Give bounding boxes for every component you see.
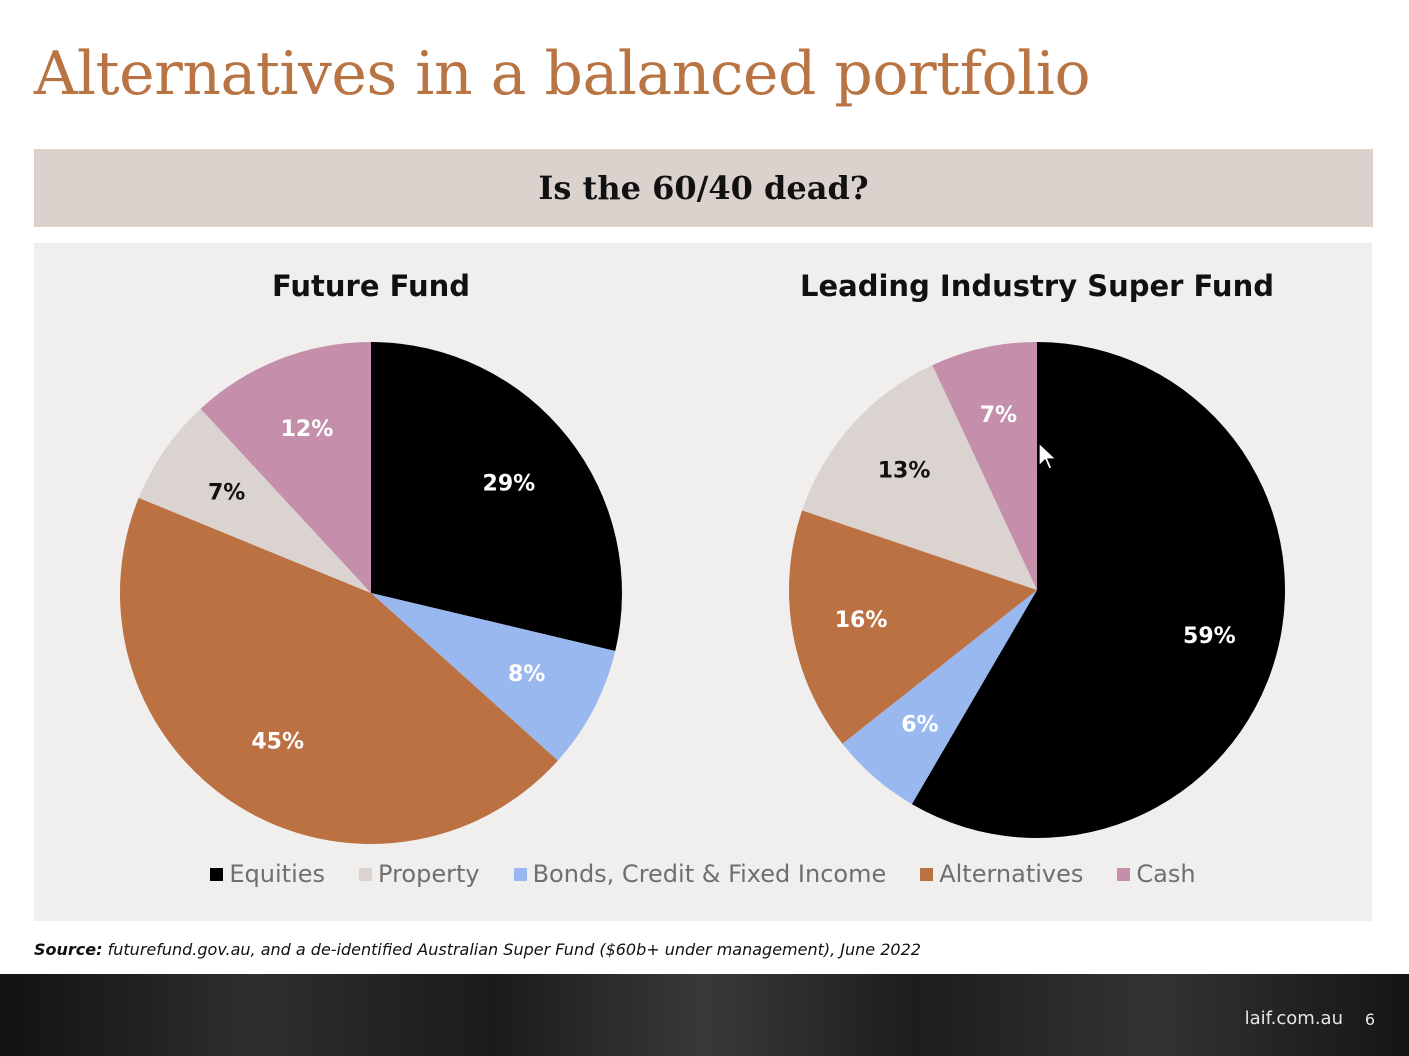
source-label: Source: (34, 940, 103, 959)
footer-site-link[interactable]: laif.com.au (1244, 1008, 1343, 1029)
legend-swatch-property (359, 867, 373, 881)
subtitle-banner: Is the 60/40 dead? (34, 149, 1373, 227)
legend-label: Cash (1136, 860, 1196, 888)
legend-swatch-bonds-credit-fixed-income (513, 867, 527, 881)
page-number: 6 (1364, 1010, 1375, 1029)
pie-slice-bonds-credit-fixed-income (371, 593, 616, 761)
pie-slice-property (802, 365, 1037, 590)
legend-swatch-cash (1117, 867, 1131, 881)
chart-legend: Equities Property Bonds, Credit & Fixed In… (34, 860, 1372, 888)
pie-chart-future-fund: 29% 8% 45% 7% 12% (120, 342, 622, 844)
pie-label-cash: 12% (281, 417, 334, 442)
pie-slice-equities (911, 342, 1285, 839)
pie-slice-cash (200, 342, 371, 593)
chart-title-future-fund: Future Fund (271, 269, 471, 303)
legend-item-property: Property (359, 860, 480, 888)
pie-slice-equities (371, 342, 622, 652)
legend-label: Equities (229, 860, 326, 888)
legend-label: Alternatives (939, 860, 1084, 888)
source-note: Source: futurefund.gov.au, and a de-iden… (34, 940, 921, 959)
pie-slice-alternatives (789, 510, 1037, 744)
pie-label-property: 7% (208, 480, 245, 505)
mouse-cursor-icon (1038, 442, 1058, 470)
legend-item-bonds-credit-fixed-income: Bonds, Credit & Fixed Income (513, 860, 887, 888)
pie-label-alternatives: 16% (835, 608, 888, 633)
pie-label-bonds-credit-fixed-income: 8% (508, 662, 545, 687)
slide-title: Alternatives in a balanced portfolio (34, 39, 1091, 109)
pie-label-equities: 29% (483, 472, 536, 497)
pie-chart-super-fund: 59% 6% 16% 13% 7% (789, 342, 1285, 839)
pie-slice-property (138, 408, 371, 593)
pie-slice-cash (932, 342, 1037, 590)
pie-label-property: 13% (878, 458, 931, 483)
legend-label: Bonds, Credit & Fixed Income (532, 860, 887, 888)
subtitle-text: Is the 60/40 dead? (538, 169, 869, 207)
legend-swatch-alternatives (920, 867, 934, 881)
chart-panel: Future Fund Leading Industry Super Fund … (34, 243, 1372, 921)
pie-slice-alternatives (120, 497, 558, 844)
footer-bar: laif.com.au 6 (0, 974, 1409, 1056)
pie-label-alternatives: 45% (251, 729, 304, 754)
legend-item-alternatives: Alternatives (920, 860, 1083, 888)
legend-label: Property (378, 860, 480, 888)
chart-title-super-fund: Leading Industry Super Fund (800, 269, 1274, 303)
legend-item-equities: Equities (210, 860, 325, 888)
legend-swatch-equities (210, 867, 224, 881)
source-text: futurefund.gov.au, and a de-identified A… (107, 940, 921, 959)
pie-label-cash: 7% (980, 403, 1017, 428)
pie-slice-bonds-credit-fixed-income (842, 590, 1037, 805)
legend-item-cash: Cash (1117, 860, 1196, 888)
pie-label-bonds-credit-fixed-income: 6% (901, 712, 938, 737)
pie-label-equities: 59% (1183, 624, 1236, 649)
